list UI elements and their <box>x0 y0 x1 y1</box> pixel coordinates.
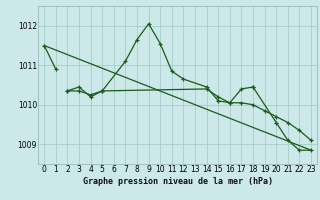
X-axis label: Graphe pression niveau de la mer (hPa): Graphe pression niveau de la mer (hPa) <box>83 177 273 186</box>
